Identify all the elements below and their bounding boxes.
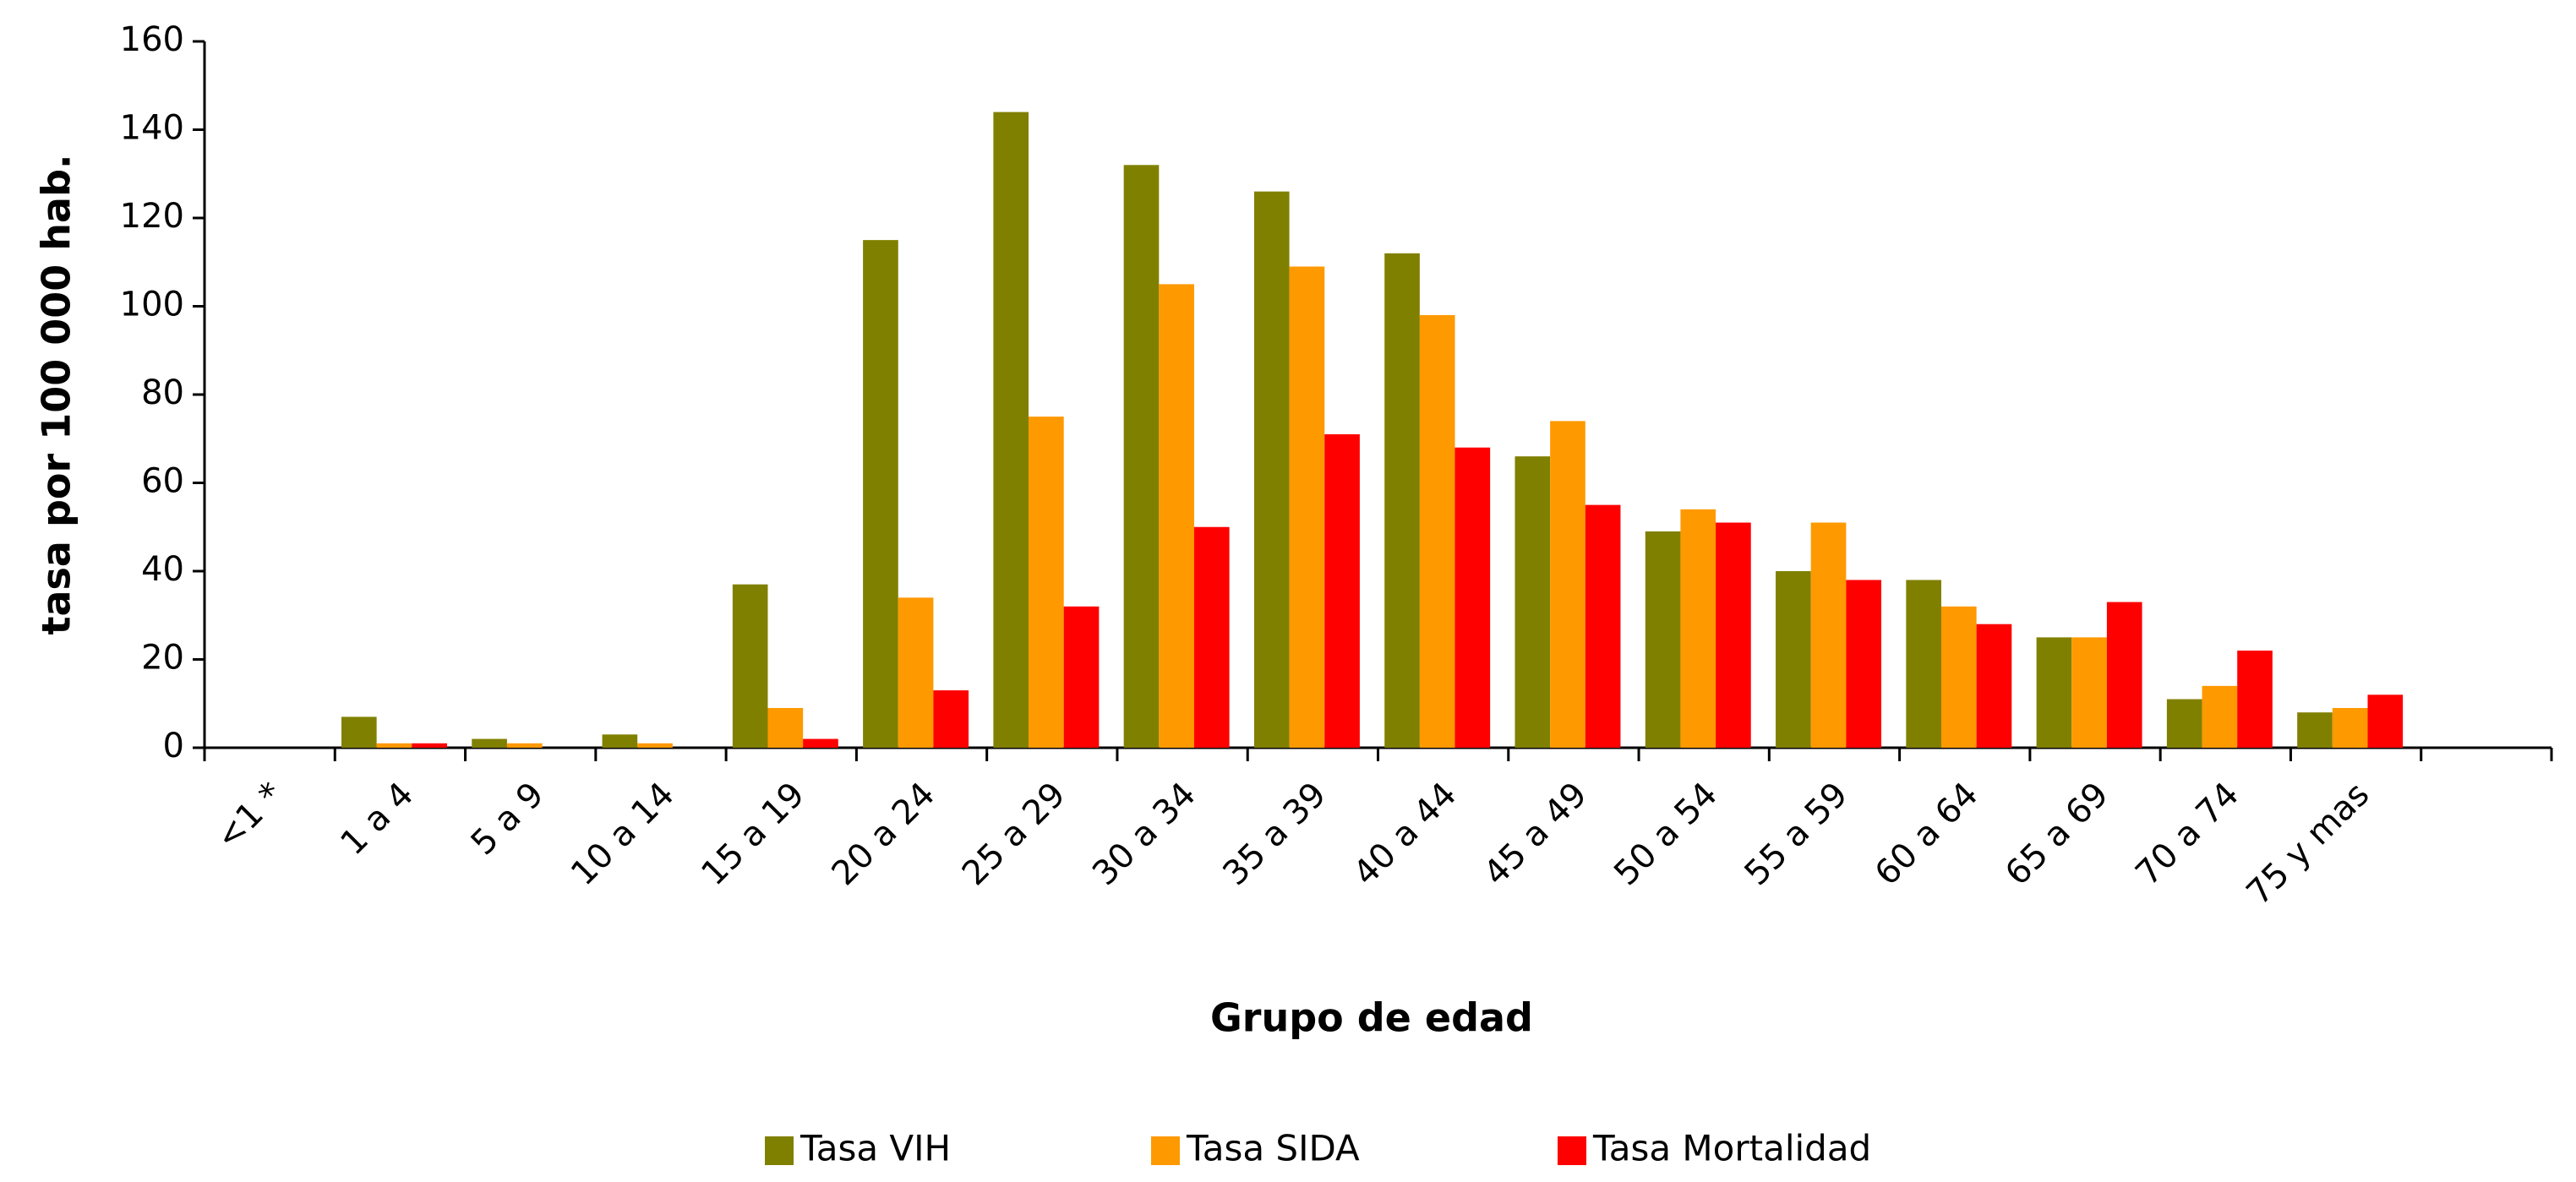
bar — [1514, 456, 1551, 748]
legend-label: Tasa VIH — [800, 1128, 951, 1169]
bar — [2166, 699, 2202, 748]
bar — [863, 240, 898, 748]
legend-label: Tasa SIDA — [1186, 1128, 1360, 1169]
x-tick-label: 30 a 34 — [1085, 775, 1203, 893]
y-tick-label: 60 — [141, 462, 184, 501]
bar — [1645, 531, 1681, 748]
bar — [1680, 509, 1716, 748]
y-tick-label: 80 — [141, 373, 184, 412]
bar — [412, 743, 447, 748]
bar — [472, 738, 507, 748]
x-tick-label: 45 a 49 — [1476, 775, 1595, 893]
bar — [1810, 522, 1847, 748]
bar — [1253, 191, 1290, 748]
x-tick-label: 40 a 44 — [1346, 775, 1465, 893]
bar — [2237, 651, 2273, 748]
bar — [732, 584, 768, 748]
x-tick-label: 15 a 19 — [694, 775, 812, 893]
bar — [1976, 624, 2012, 748]
x-tick-label: 5 a 9 — [464, 775, 552, 863]
y-tick-label: 100 — [120, 286, 184, 324]
x-tick-label: 65 a 69 — [1998, 775, 2116, 893]
x-tick-label: 55 a 59 — [1737, 775, 1855, 893]
x-tick-label: 25 a 29 — [955, 775, 1073, 893]
legend-swatch — [765, 1136, 794, 1165]
bar — [1906, 580, 1941, 748]
bar — [602, 734, 638, 748]
x-tick-label: 75 y mas — [2240, 775, 2377, 912]
y-tick-label: 0 — [163, 727, 184, 765]
bar — [933, 690, 969, 748]
bar — [1063, 606, 1100, 748]
legend-label: Tasa Mortalidad — [1592, 1128, 1871, 1169]
bar — [506, 743, 543, 748]
x-tick-label: 35 a 39 — [1215, 775, 1334, 893]
bar — [1384, 253, 1420, 748]
y-tick-label: 120 — [120, 197, 184, 236]
x-tick-label: 50 a 54 — [1607, 775, 1725, 893]
bar — [1550, 421, 1585, 748]
bar — [1324, 434, 1360, 748]
legend-swatch — [1558, 1136, 1586, 1165]
x-tick-label: 20 a 24 — [825, 775, 943, 893]
bar — [898, 597, 934, 748]
bar — [2367, 694, 2404, 748]
bar — [1454, 447, 1491, 748]
bar — [803, 738, 838, 748]
y-tick-label: 140 — [120, 109, 184, 148]
bar — [2106, 602, 2142, 748]
y-tick-label: 20 — [141, 639, 184, 678]
x-tick-label: 60 a 64 — [1868, 775, 1986, 893]
bar — [1289, 266, 1325, 749]
bar — [376, 743, 412, 748]
y-tick-label: 160 — [120, 20, 184, 59]
bar — [1940, 606, 1977, 748]
bar — [2332, 707, 2368, 748]
bar — [1123, 165, 1160, 749]
x-tick-label: <1 * — [209, 775, 291, 857]
bar — [2297, 712, 2333, 748]
bar — [767, 707, 804, 748]
bar — [2071, 637, 2107, 748]
bar — [1159, 284, 1194, 748]
bar — [1716, 522, 1751, 748]
x-axis-title: Grupo de edad — [1210, 995, 1533, 1041]
bar — [1029, 417, 1064, 748]
bar — [1776, 571, 1811, 748]
y-tick-label: 40 — [141, 550, 184, 589]
x-tick-label: 1 a 4 — [333, 775, 421, 863]
bar — [1846, 580, 1882, 748]
bar — [993, 112, 1029, 749]
x-tick-label: 70 a 74 — [2128, 775, 2246, 893]
bar — [1419, 314, 1455, 748]
legend-swatch — [1151, 1136, 1180, 1165]
bar — [2036, 637, 2072, 748]
bar — [637, 743, 673, 748]
x-tick-label: 10 a 14 — [564, 775, 682, 893]
bar — [341, 716, 377, 748]
bar — [2202, 685, 2238, 748]
y-axis-title: tasa por 100 000 hab. — [34, 155, 79, 635]
bar — [1193, 526, 1230, 748]
bar — [1585, 504, 1621, 748]
